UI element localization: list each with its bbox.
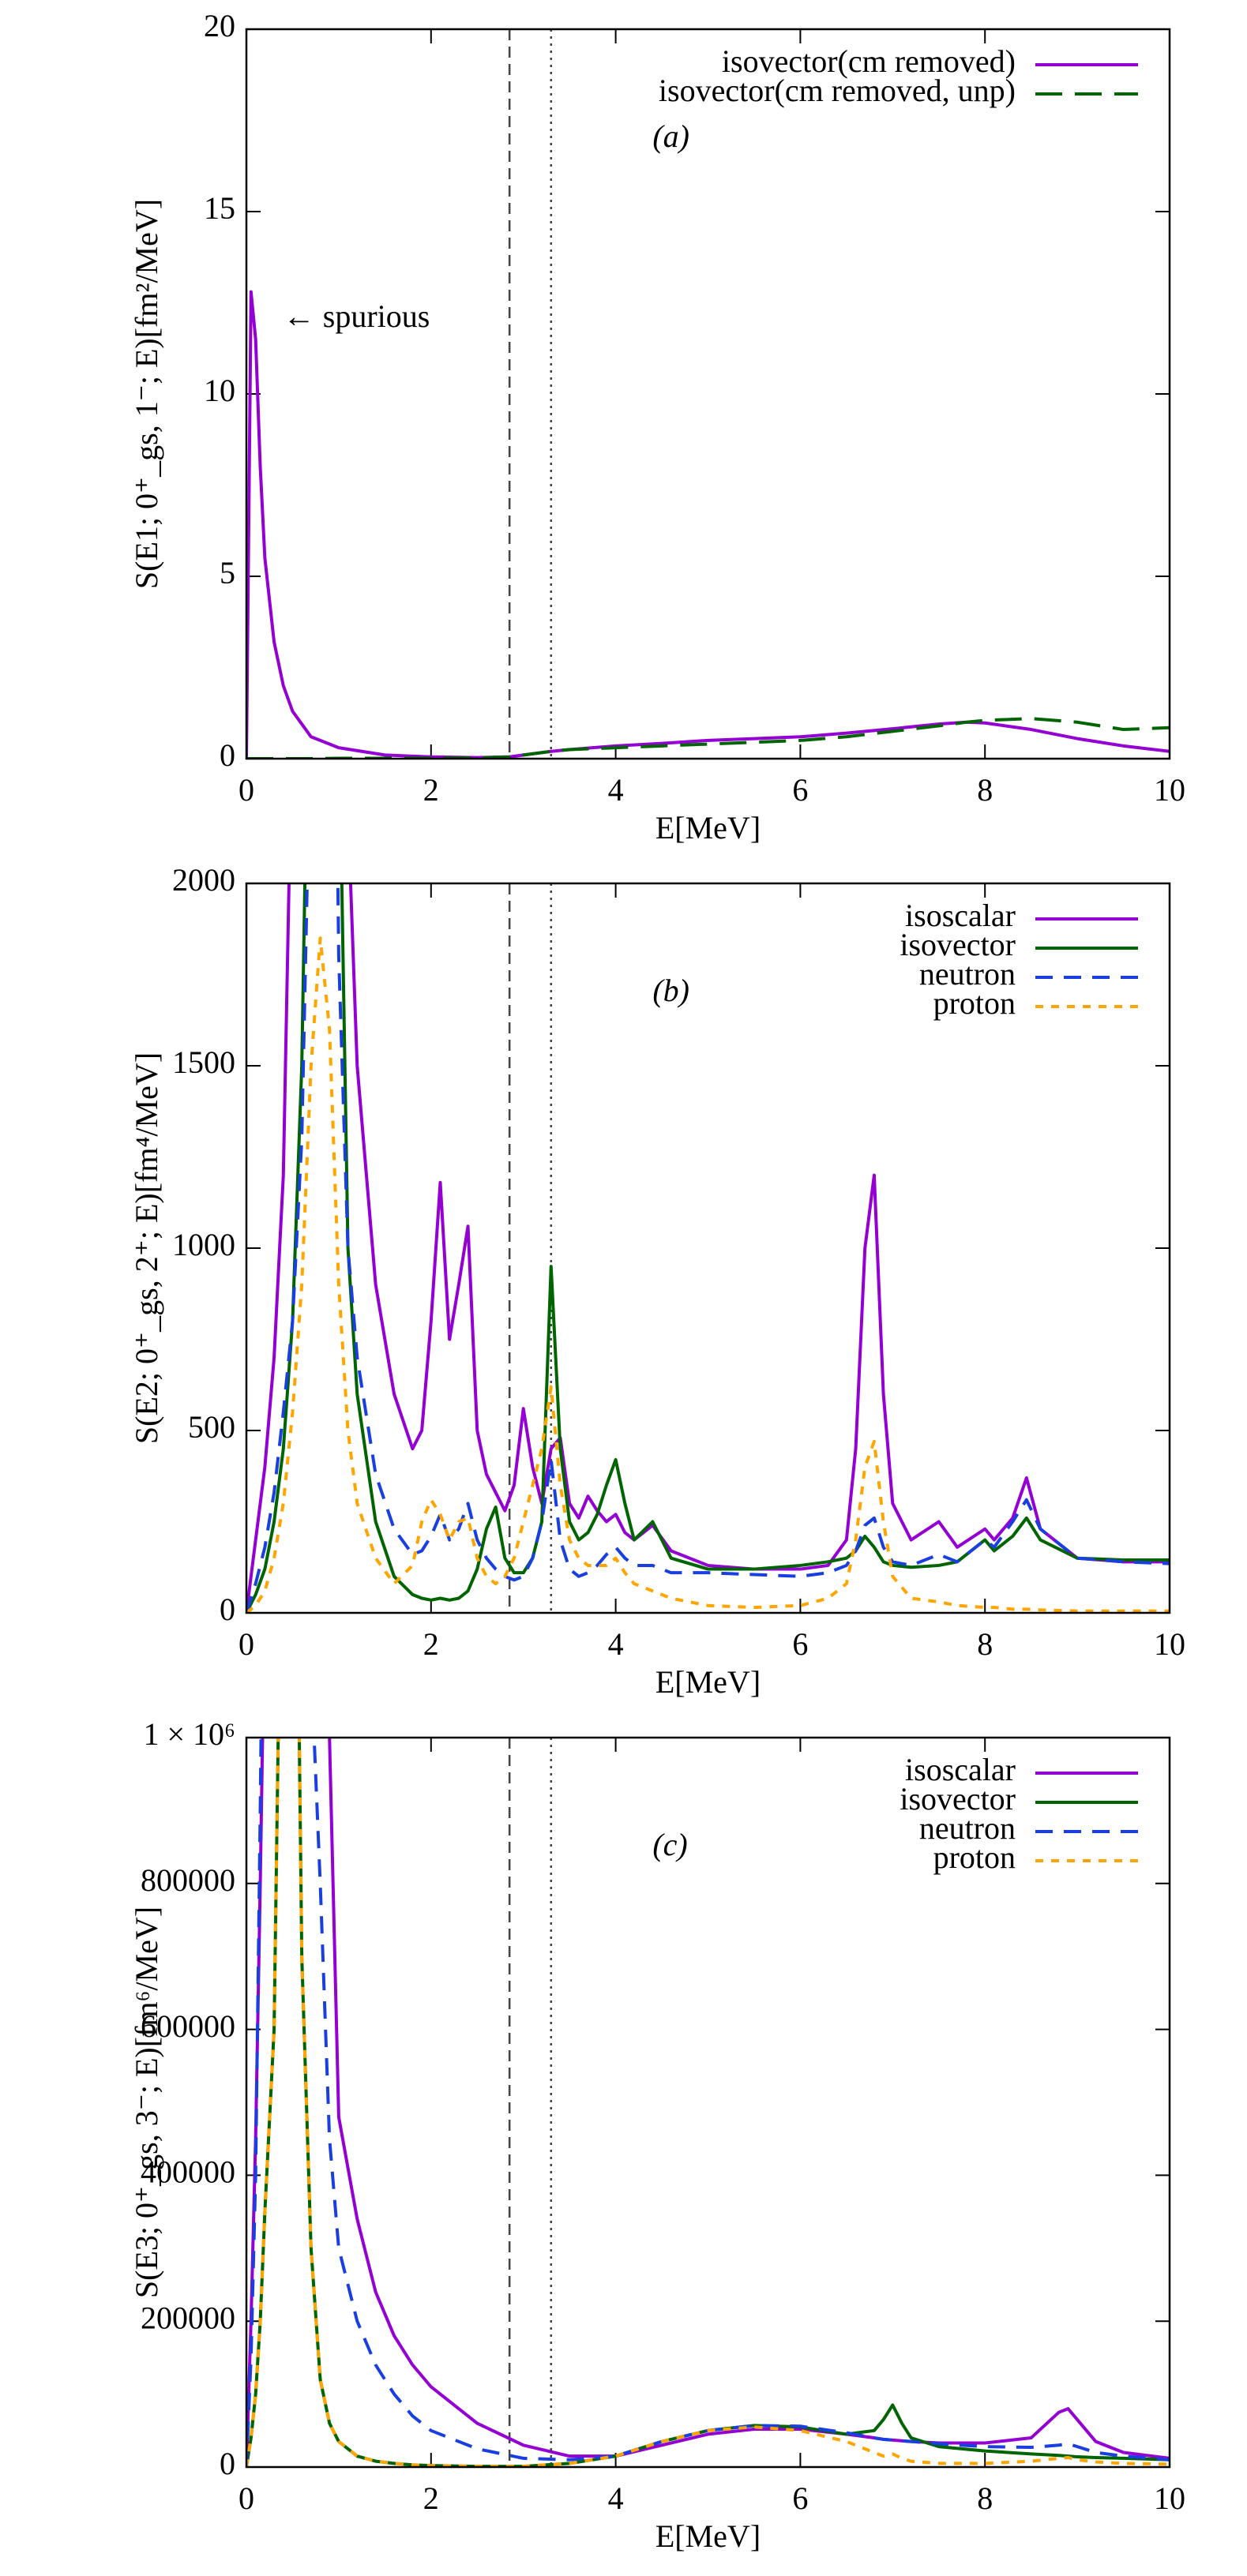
series-line [246,936,1170,1613]
x-tick-label: 10 [1154,772,1185,808]
x-tick-label: 8 [977,772,993,808]
y-tick-label: 20 [204,8,235,43]
plot-frame [245,28,1171,760]
x-tick-label: 10 [1154,2480,1185,2516]
y-tick-label: 800000 [141,1862,235,1898]
y-tick-label: 2000 [172,862,235,898]
y-tick-label: 1 × 10⁶ [143,1716,235,1752]
series-line [246,1738,1170,2467]
x-tick-label: 8 [977,1626,993,1662]
x-tick-label: 6 [792,2480,808,2516]
x-tick-label: 4 [608,1626,624,1662]
y-tick-label: 400000 [141,2154,235,2190]
x-axis-label: E[MeV] [655,810,761,846]
legend-label: isoscalar [905,898,1016,933]
x-tick-label: 10 [1154,1626,1185,1662]
series-line [246,1738,1170,2467]
x-tick-label: 2 [423,1626,439,1662]
y-tick-label: 0 [220,1592,235,1627]
y-tick-label: 200000 [141,2300,235,2335]
annotation: (b) [652,973,689,1008]
panel: 0 5 10 15 20 0 2 4 6 8 10 E[MeV] S(E1; 0⁺_gs, 1⁻; E)… [129,8,1185,846]
x-tick-label: 8 [977,2480,993,2516]
x-tick-label: 0 [239,2480,254,2516]
legend-label: isovector(cm removed) [722,43,1016,79]
y-axis-label: S(E1; 0⁺_gs, 1⁻; E)[fm²/MeV] [129,199,164,589]
y-tick-label: 0 [220,737,235,773]
plot-frame [245,882,1171,1614]
series-line [246,717,1170,759]
series-line [246,290,1170,759]
y-axis-label: S(E3; 0⁺_gs, 3⁻; E)[fm⁶/MeV] [129,1907,164,2298]
y-tick-label: 0 [220,2446,235,2481]
panel: 0 200000 400000 600000 800000 1 × 10⁶ 0 2 4 6 8 10 E… [129,1716,1185,2554]
x-tick-label: 0 [239,772,254,808]
legend-label: proton [933,985,1016,1021]
y-tick-label: 5 [220,555,235,591]
x-tick-label: 6 [792,772,808,808]
y-tick-label: 600000 [141,2008,235,2044]
panel: 0 500 1000 1500 2000 0 2 4 6 8 10 E[MeV] S(E2; 0⁺_gs… [129,862,1185,1700]
x-tick-label: 2 [423,772,439,808]
series-line [246,1738,1170,2467]
annotation: (a) [652,118,689,154]
x-axis-label: E[MeV] [655,1664,761,1700]
y-tick-label: 10 [204,373,235,408]
x-tick-label: 4 [608,772,624,808]
legend-label: proton [933,1839,1016,1875]
annotation: (c) [652,1827,687,1862]
series-line [246,883,1170,1613]
series-line [246,883,1170,1613]
series-line [246,883,1170,1613]
legend-label: neutron [919,956,1016,992]
y-tick-label: 1000 [172,1227,235,1262]
y-tick-label: 1500 [172,1044,235,1080]
x-tick-label: 4 [608,2480,624,2516]
y-tick-label: 15 [204,190,235,226]
legend-label: isovector [900,1781,1016,1817]
plot-frame [245,1736,1171,2469]
legend-label: isovector(cm removed, unp) [659,73,1016,108]
x-tick-label: 2 [423,2480,439,2516]
x-axis-label: E[MeV] [655,2518,761,2554]
x-tick-label: 0 [239,1626,254,1662]
y-axis-label: S(E2; 0⁺_gs, 2⁺; E)[fm⁴/MeV] [129,1052,164,1444]
legend-label: isovector [900,927,1016,962]
series-line [246,1738,1170,2467]
annotation: ← spurious [284,298,430,334]
legend-label: isoscalar [905,1752,1016,1787]
legend-label: neutron [919,1810,1016,1846]
y-tick-label: 500 [188,1409,235,1445]
x-tick-label: 6 [792,1626,808,1662]
